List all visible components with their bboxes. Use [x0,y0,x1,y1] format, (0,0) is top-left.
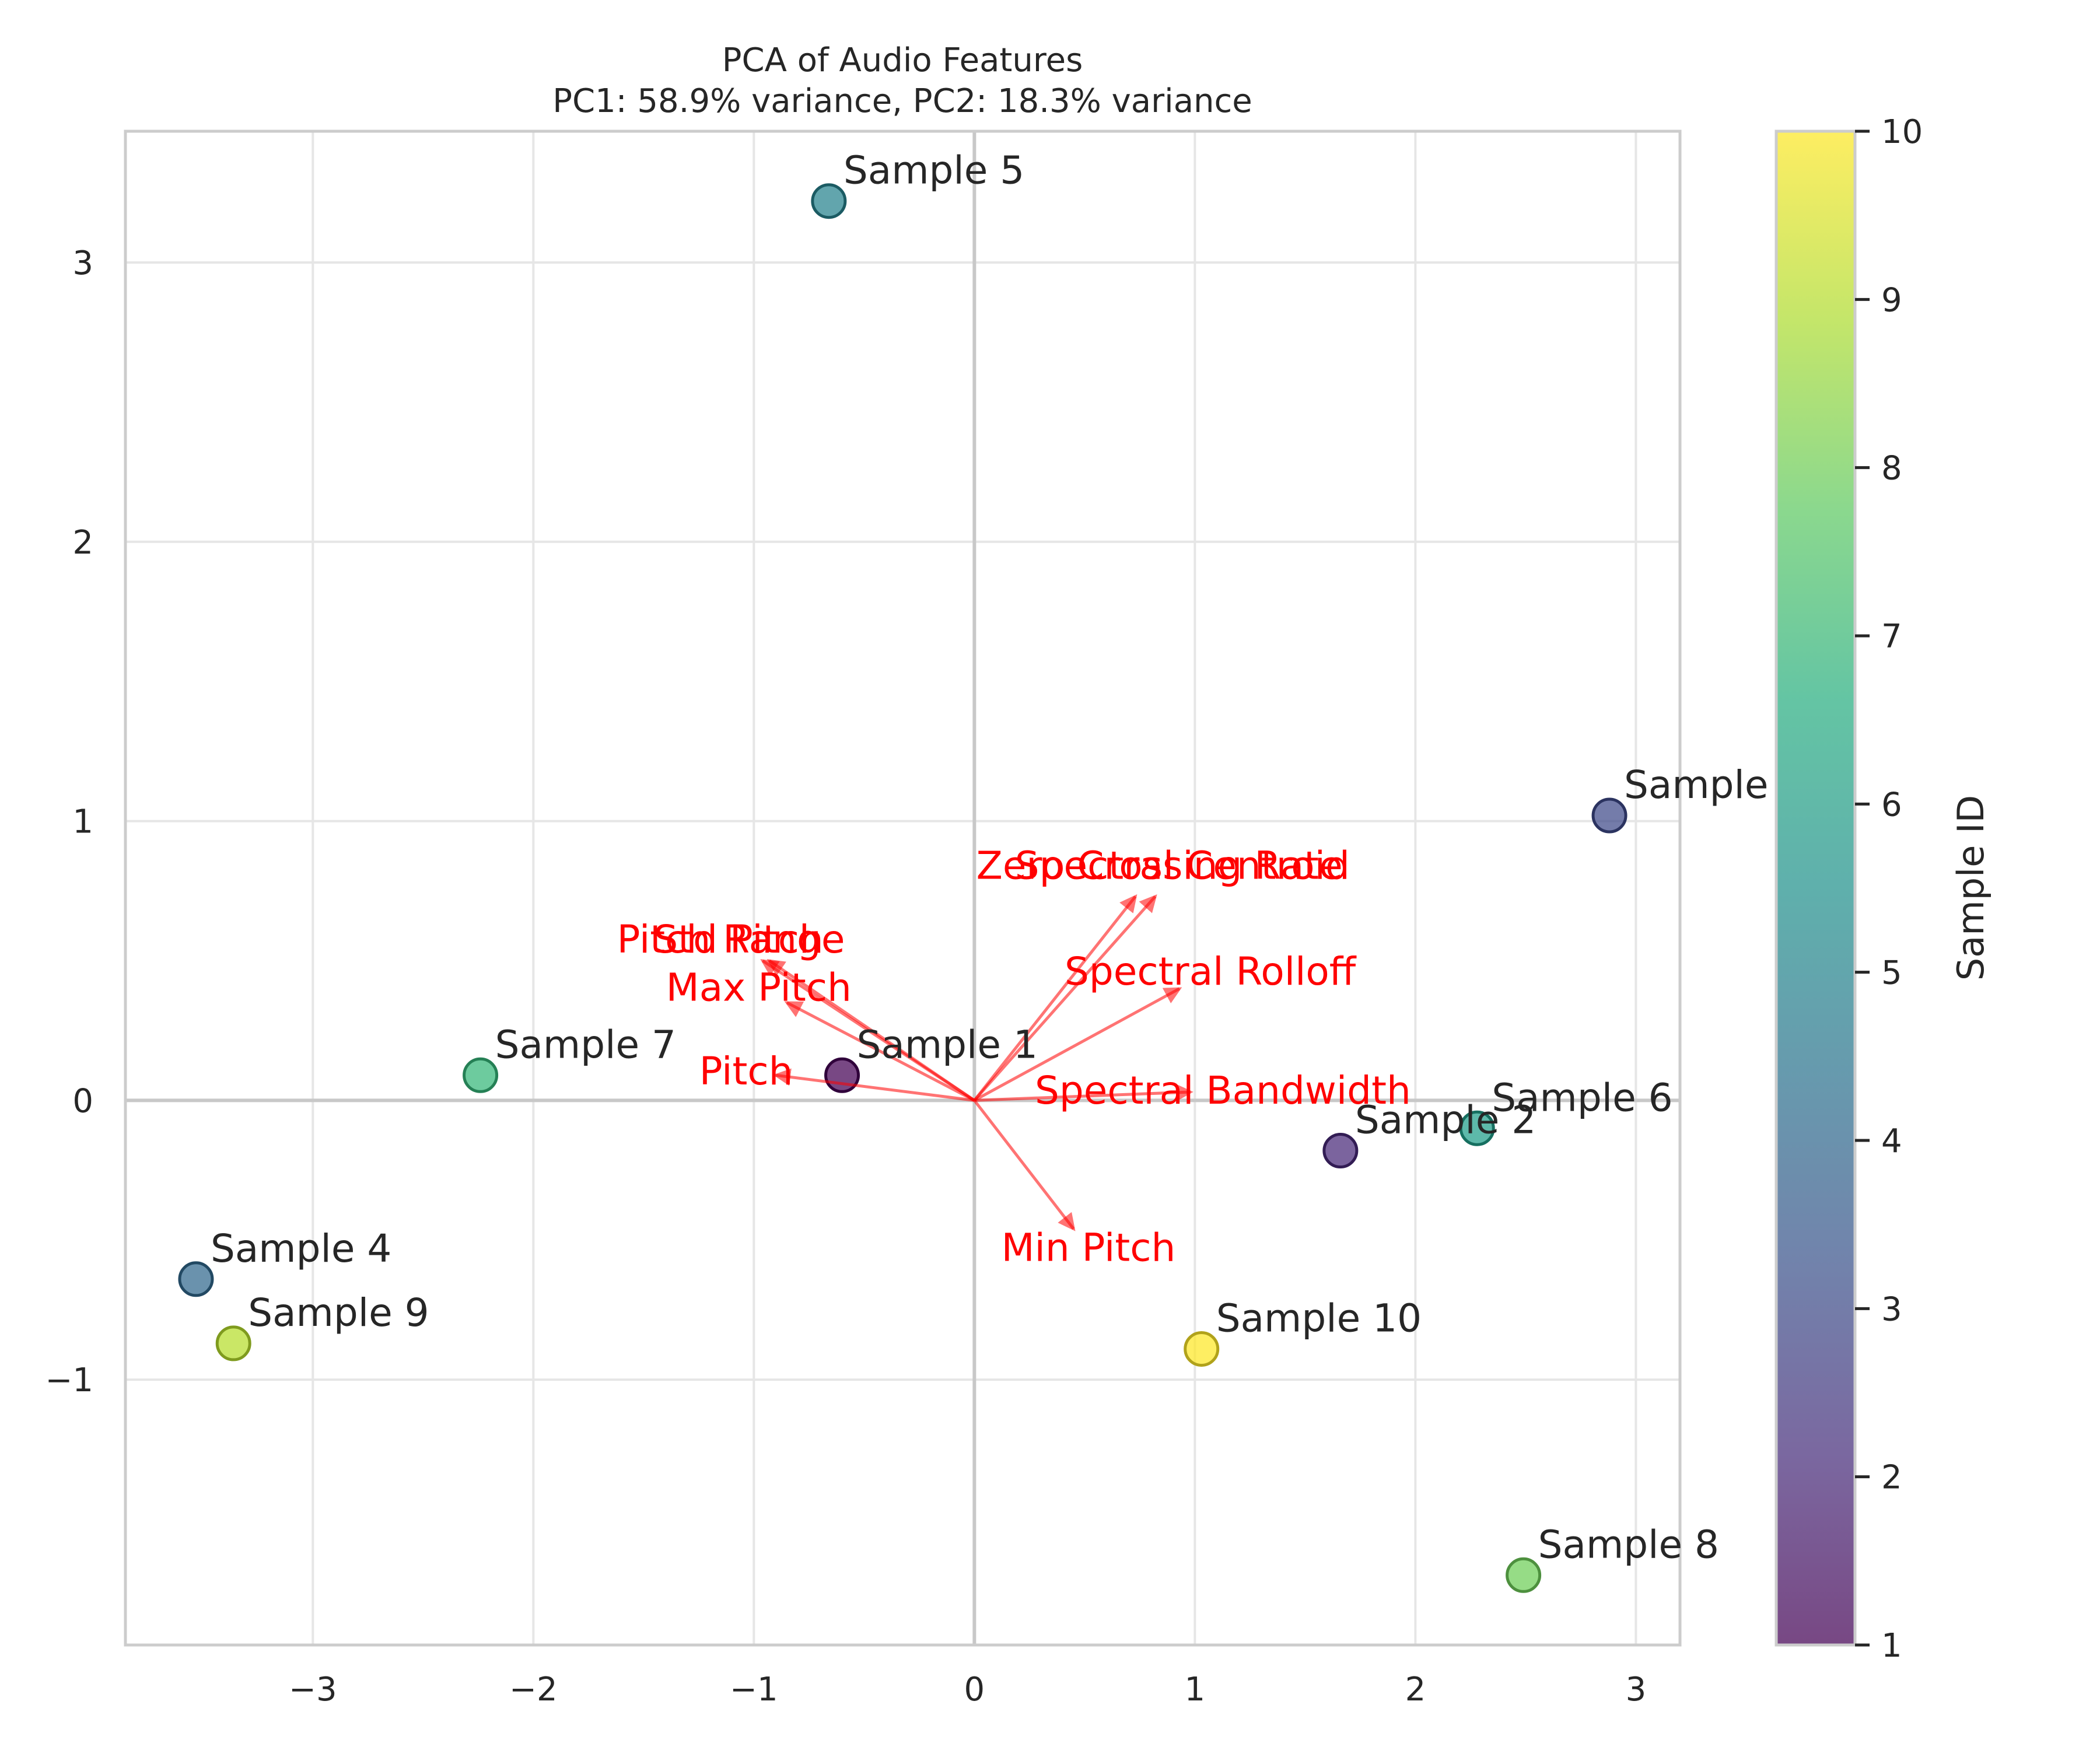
x-tick-label: −1 [730,1671,778,1709]
colorbar-ticks: 1 2 3 4 5 6 7 8 9 10 [1855,113,1923,1665]
scatter-point [1459,1110,1495,1146]
colorbar-tick-label: 5 [1881,954,1902,992]
colorbar-tick-label: 2 [1881,1459,1902,1497]
x-axis: −3 −2 −1 0 1 2 3 [289,1671,1646,1709]
point-labels: Sample 1 Sample 2 Sample Sample 4 Sample 5 Sa… [211,148,1769,1567]
loading-label: Std Pitch [653,917,823,962]
loading-label: Spectral Centroid [1015,843,1350,888]
point-label: Sample 7 [495,1022,676,1067]
colorbar-gradient [1776,131,1855,1645]
point-label: Sample 5 [844,148,1024,193]
scatter-points [178,183,1628,1593]
scatter-point [824,1057,860,1093]
loading-arrow [973,1099,1076,1231]
scatter-point [1591,797,1628,834]
x-tick-label: 1 [1185,1671,1206,1709]
loading-label: Spectral Rolloff [1065,949,1357,994]
y-tick-label: 1 [72,803,93,841]
point-label: Sample 2 [1355,1098,1536,1143]
loading-arrow [784,1001,975,1102]
loading-label: Max Pitch [666,965,852,1010]
loading-arrow [974,987,1182,1102]
scatter-point [178,1261,214,1297]
scatter-point [811,183,847,219]
plot-frame [124,130,1682,1647]
loading-arrow [973,894,1138,1101]
colorbar-tick-label: 1 [1881,1627,1902,1665]
y-tick-label: 0 [72,1082,93,1120]
colorbar-tick-label: 3 [1881,1290,1902,1328]
loading-label: Spectral Bandwidth [1035,1068,1411,1113]
point-label: Sample 8 [1538,1522,1719,1567]
x-tick-label: −2 [509,1671,558,1709]
colorbar: 1 2 3 4 5 6 7 8 9 10 Sample ID [1774,113,1992,1665]
point-label: Sample 9 [248,1290,429,1335]
loading-arrow [766,959,975,1102]
chart-title: PCA of Audio Features [722,41,1083,79]
scatter-point [463,1057,499,1093]
scatter-point [1322,1133,1359,1169]
point-label: Sample 6 [1492,1075,1672,1120]
loading-arrows [760,894,1194,1231]
scatter-point [1506,1557,1542,1593]
grid [125,131,1680,1645]
colorbar-tick-label: 10 [1881,113,1923,151]
x-tick-label: 2 [1405,1671,1426,1709]
loading-label: Pitch [699,1049,793,1094]
point-label: Sample 4 [211,1226,391,1271]
point-label: Sample [1624,762,1768,807]
loading-arrow [773,1068,975,1102]
point-label: Sample 1 [857,1022,1038,1067]
x-tick-label: 0 [964,1671,985,1709]
colorbar-tick-label: 8 [1881,450,1902,488]
y-axis: −1 0 1 2 3 [45,244,93,1399]
colorbar-frame [1774,130,1857,1647]
y-tick-label: −1 [45,1362,93,1399]
loading-label: Zero Crossing Rate [977,843,1343,888]
colorbar-tick-label: 6 [1881,786,1902,824]
colorbar-label: Sample ID [1950,795,1992,981]
loading-label: Pitch Range [617,917,845,962]
colorbar-tick-label: 7 [1881,618,1902,656]
y-tick-label: 2 [72,524,93,562]
point-label: Sample 10 [1216,1296,1422,1340]
loading-label: Min Pitch [1002,1226,1176,1270]
x-tick-label: −3 [289,1671,337,1709]
scatter-point [1184,1331,1220,1367]
zero-lines [125,131,1680,1645]
x-tick-label: 3 [1626,1671,1647,1709]
scatter-point [215,1325,251,1362]
loading-arrow [974,1083,1194,1102]
loading-arrow [973,894,1157,1102]
y-tick-label: 3 [72,244,93,282]
colorbar-tick-label: 4 [1881,1122,1902,1160]
chart-subtitle: PC1: 58.9% variance, PC2: 18.3% variance [552,82,1252,120]
colorbar-tick-label: 9 [1881,281,1902,319]
